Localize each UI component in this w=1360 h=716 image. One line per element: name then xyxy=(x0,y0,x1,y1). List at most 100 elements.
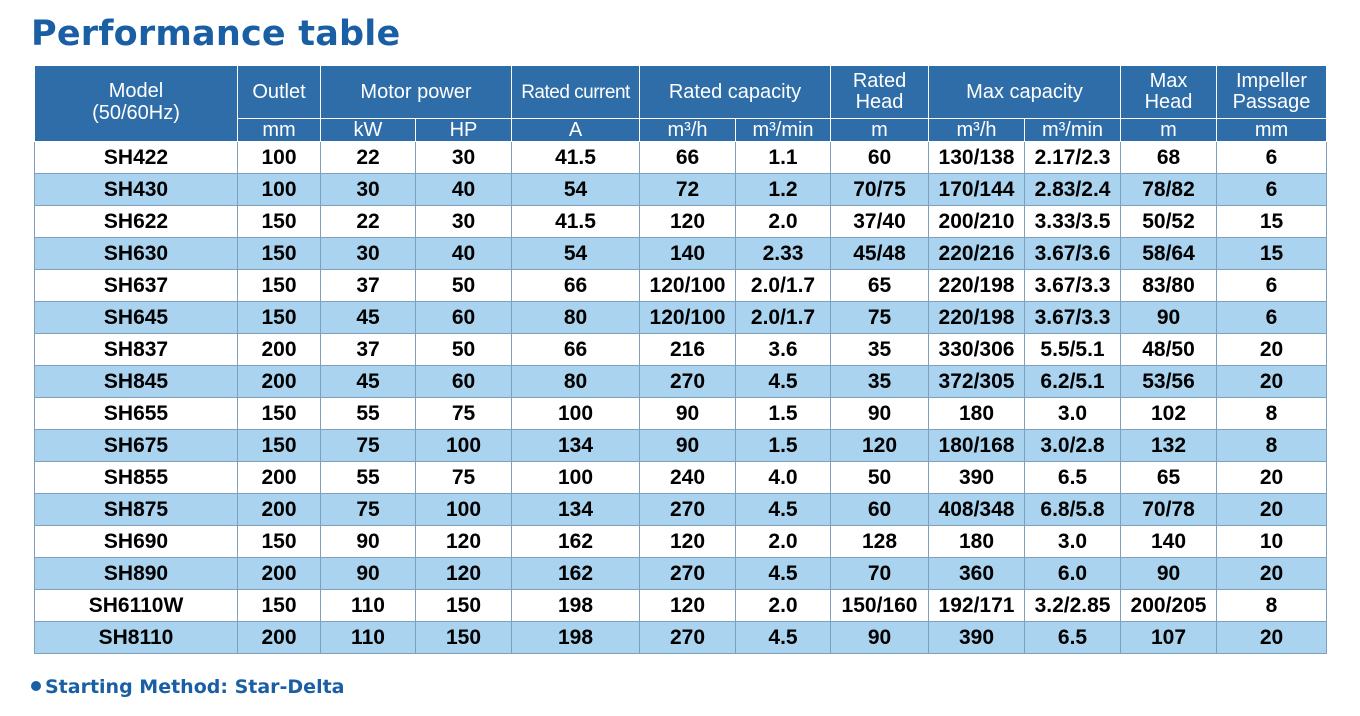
table-cell: 6 xyxy=(1216,141,1328,174)
table-cell: 5.5/5.1 xyxy=(1024,333,1122,366)
model-cell: SH855 xyxy=(34,461,238,494)
unit-cell: HP xyxy=(415,118,512,142)
table-cell: 90 xyxy=(639,429,736,462)
model-cell: SH430 xyxy=(34,173,238,206)
table-cell: 372/305 xyxy=(928,365,1026,398)
table-cell: 150 xyxy=(237,429,321,462)
model-cell: SH890 xyxy=(34,557,238,590)
table-cell: 6.5 xyxy=(1024,621,1122,654)
table-cell: 6.2/5.1 xyxy=(1024,365,1122,398)
table-cell: 180/168 xyxy=(928,429,1026,462)
table-cell: 200/210 xyxy=(928,205,1026,238)
unit-cell: A xyxy=(511,118,640,142)
table-cell: 60 xyxy=(415,365,512,398)
unit-cell: m xyxy=(830,118,930,142)
table-cell: 35 xyxy=(830,333,930,366)
table-cell: 192/171 xyxy=(928,589,1026,622)
table-cell: 2.0 xyxy=(734,205,832,238)
page-title: Performance table xyxy=(31,14,401,54)
model-cell: SH422 xyxy=(34,141,238,174)
unit-cell: mm xyxy=(237,118,321,142)
table-cell: 162 xyxy=(511,525,640,558)
table-cell: 330/306 xyxy=(928,333,1026,366)
table-row: SH837 200 37 50 66 216 3.6 35 330/306 5.5/5.1 48/5… xyxy=(34,333,1328,366)
table-cell: 270 xyxy=(639,557,736,590)
col-header-max-capacity: Max capacity xyxy=(928,65,1122,119)
table-cell: 50/52 xyxy=(1120,205,1218,238)
table-row: SH855 200 55 75 100 240 4.0 50 390 6.5 65 20 xyxy=(34,461,1328,494)
table-cell: 100 xyxy=(511,397,640,430)
table-cell: 3.67/3.3 xyxy=(1024,269,1122,302)
table-row: SH622 150 22 30 41.5 120 2.0 37/40 200/210 3.33/3… xyxy=(34,205,1328,238)
table-cell: 150 xyxy=(415,621,512,654)
col-header-impeller-passage: Impeller Passage xyxy=(1216,65,1328,119)
table-cell: 55 xyxy=(320,461,416,494)
table-body: SH422 100 22 30 41.5 66 1.1 60 130/138 2.17/2.3 68… xyxy=(34,141,1328,654)
table-cell: 90 xyxy=(1120,301,1218,334)
table-cell: 6.5 xyxy=(1024,461,1122,494)
table-cell: 150 xyxy=(237,237,321,270)
model-cell: SH645 xyxy=(34,301,238,334)
table-cell: 66 xyxy=(511,333,640,366)
table-cell: 270 xyxy=(639,493,736,526)
model-cell: SH655 xyxy=(34,397,238,430)
table-cell: 90 xyxy=(830,621,930,654)
table-row: SH690 150 90 120 162 120 2.0 128 180 3.0 140 10 xyxy=(34,525,1328,558)
table-cell: 1.1 xyxy=(734,141,832,174)
table-cell: 22 xyxy=(320,205,416,238)
table-cell: 1.5 xyxy=(734,397,832,430)
table-cell: 140 xyxy=(1120,525,1218,558)
table-cell: 200 xyxy=(237,333,321,366)
table-cell: 10 xyxy=(1216,525,1328,558)
table-cell: 120/100 xyxy=(639,301,736,334)
table-cell: 40 xyxy=(415,237,512,270)
units-row: mm kW HP A m³/h m³/min m m³/h m³/min m m… xyxy=(35,118,1328,142)
table-cell: 200 xyxy=(237,621,321,654)
table-cell: 240 xyxy=(639,461,736,494)
table-cell: 134 xyxy=(511,493,640,526)
table-cell: 134 xyxy=(511,429,640,462)
table-cell: 4.5 xyxy=(734,493,832,526)
unit-cell: m³/h xyxy=(639,118,736,142)
unit-cell: m xyxy=(1120,118,1218,142)
table-row: SH430 100 30 40 54 72 1.2 70/75 170/144 2.83/2.4 7… xyxy=(34,173,1328,206)
table-cell: 120 xyxy=(830,429,930,462)
table-cell: 4.5 xyxy=(734,621,832,654)
table-cell: 3.0 xyxy=(1024,525,1122,558)
table-cell: 100 xyxy=(415,429,512,462)
table-cell: 3.67/3.6 xyxy=(1024,237,1122,270)
table-cell: 48/50 xyxy=(1120,333,1218,366)
table-cell: 65 xyxy=(1120,461,1218,494)
col-header-outlet: Outlet xyxy=(237,65,321,119)
table-cell: 22 xyxy=(320,141,416,174)
table-cell: 100 xyxy=(237,141,321,174)
model-cell: SH8110 xyxy=(34,621,238,654)
table-cell: 390 xyxy=(928,461,1026,494)
model-cell: SH675 xyxy=(34,429,238,462)
performance-table: Model (50/60Hz) Outlet Motor power Rated… xyxy=(34,65,1328,654)
table-cell: 58/64 xyxy=(1120,237,1218,270)
table-cell: 75 xyxy=(415,461,512,494)
table-cell: 2.0/1.7 xyxy=(734,269,832,302)
table-cell: 50 xyxy=(830,461,930,494)
table-cell: 20 xyxy=(1216,621,1328,654)
table-cell: 15 xyxy=(1216,205,1328,238)
col-header-rated-head: Rated Head xyxy=(830,65,930,119)
table-cell: 220/198 xyxy=(928,301,1026,334)
table-cell: 150 xyxy=(237,205,321,238)
table-cell: 30 xyxy=(415,205,512,238)
table-cell: 180 xyxy=(928,397,1026,430)
table-cell: 6 xyxy=(1216,301,1328,334)
model-cell: SH637 xyxy=(34,269,238,302)
table-row: SH637 150 37 50 66 120/100 2.0/1.7 65 220/198 3.6… xyxy=(34,269,1328,302)
table-cell: 80 xyxy=(511,301,640,334)
table-cell: 15 xyxy=(1216,237,1328,270)
table-cell: 75 xyxy=(320,493,416,526)
table-cell: 4.0 xyxy=(734,461,832,494)
table-cell: 60 xyxy=(415,301,512,334)
table-cell: 66 xyxy=(639,141,736,174)
table-cell: 162 xyxy=(511,557,640,590)
table-cell: 8 xyxy=(1216,429,1328,462)
table-cell: 390 xyxy=(928,621,1026,654)
table-cell: 3.33/3.5 xyxy=(1024,205,1122,238)
